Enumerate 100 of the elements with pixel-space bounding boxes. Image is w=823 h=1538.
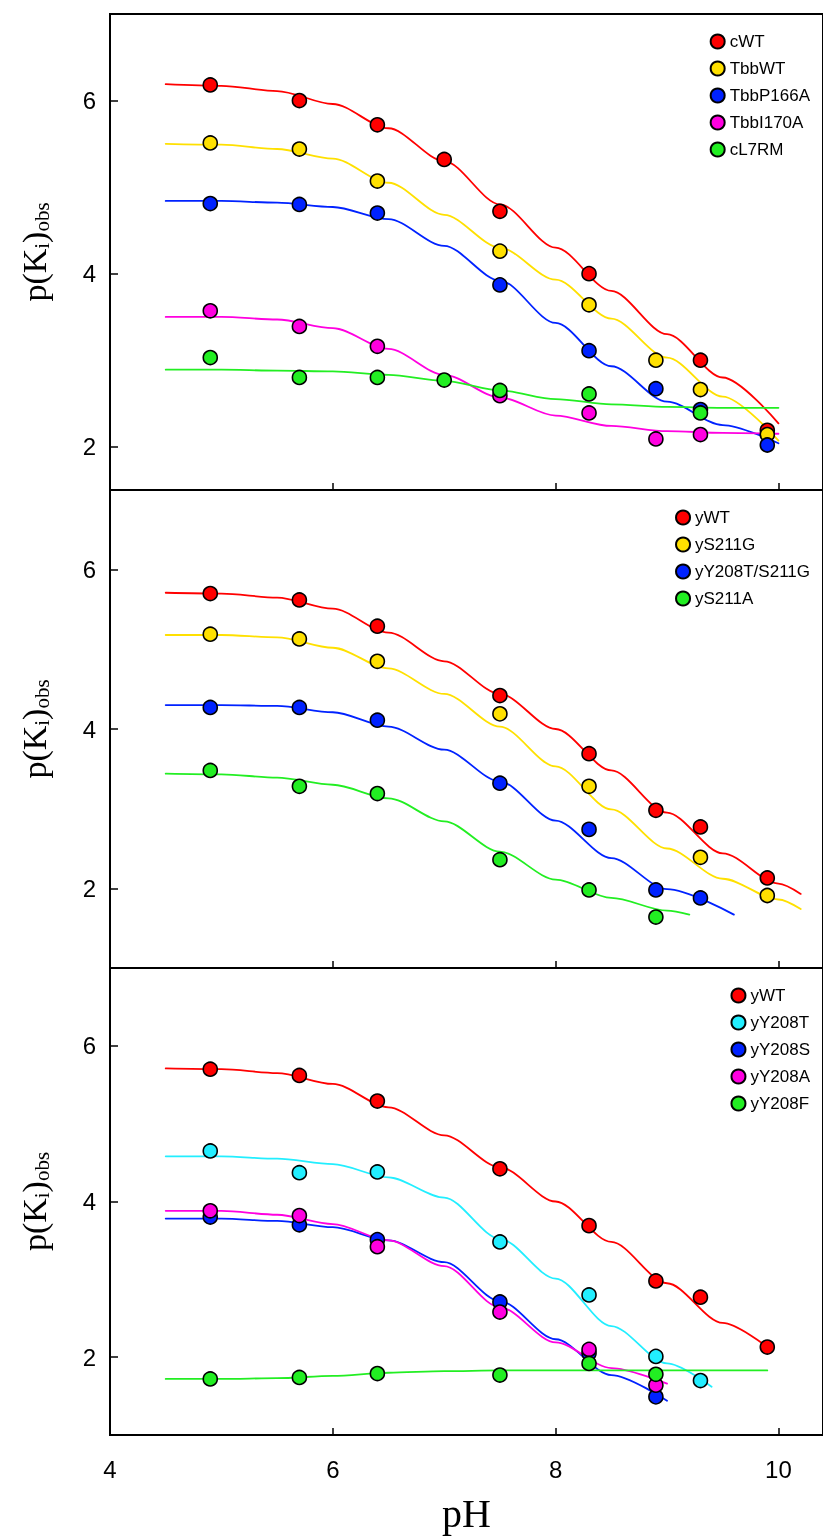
point	[202, 699, 219, 716]
point	[581, 821, 597, 838]
y-tick-label: 4	[82, 260, 96, 288]
legend-label: yY208S	[750, 1040, 811, 1059]
point	[581, 386, 597, 402]
legend-label: yWT	[750, 986, 786, 1005]
point	[369, 785, 386, 802]
point	[202, 626, 219, 642]
point	[291, 92, 308, 109]
point	[369, 173, 386, 189]
y-axis-title: p(Ki)obs	[16, 679, 54, 779]
point	[648, 1348, 664, 1365]
point	[291, 1164, 308, 1181]
point	[581, 778, 597, 795]
point	[492, 1161, 508, 1177]
point	[291, 1369, 308, 1386]
point	[291, 196, 308, 213]
point	[369, 116, 386, 133]
point	[648, 431, 664, 447]
point	[291, 699, 308, 716]
point	[492, 1304, 508, 1320]
point	[648, 909, 664, 925]
point	[492, 687, 508, 704]
point	[436, 372, 453, 388]
point	[202, 135, 219, 151]
point	[202, 585, 219, 602]
point	[369, 1093, 386, 1109]
point	[369, 1365, 386, 1382]
point	[648, 882, 664, 898]
y-tick-label: 6	[82, 556, 96, 584]
y-tick-label: 4	[82, 715, 96, 743]
point	[291, 592, 308, 608]
legend-label: yY208A	[750, 1067, 811, 1086]
legend-label: yWT	[695, 508, 730, 527]
point	[369, 369, 386, 386]
point	[369, 338, 386, 355]
point	[202, 349, 219, 366]
legend-label: cL7RM	[729, 140, 784, 159]
point	[492, 277, 508, 293]
point	[202, 195, 219, 212]
x-tick-label: 10	[765, 1455, 792, 1483]
point	[492, 1367, 508, 1383]
y-tick-label: 6	[82, 87, 96, 115]
point	[492, 382, 508, 399]
point	[291, 141, 308, 157]
point	[202, 1203, 219, 1219]
point	[581, 1355, 597, 1372]
point	[759, 1339, 776, 1355]
point	[759, 870, 776, 886]
point	[692, 890, 709, 906]
point	[581, 1287, 597, 1303]
point	[291, 778, 308, 795]
point	[369, 205, 386, 221]
y-tick-label: 2	[82, 433, 96, 461]
point	[648, 1273, 664, 1289]
point	[692, 381, 709, 398]
point	[581, 745, 597, 762]
point	[202, 1061, 219, 1077]
point	[369, 1238, 386, 1255]
point	[436, 151, 453, 168]
point	[581, 265, 597, 282]
point	[692, 1289, 709, 1306]
point	[369, 653, 386, 670]
point	[648, 1366, 664, 1383]
point	[648, 802, 664, 819]
legend-label: yY208F	[750, 1094, 810, 1113]
point	[291, 1207, 308, 1224]
point	[492, 851, 508, 868]
point	[759, 437, 776, 453]
point	[692, 819, 709, 835]
point	[692, 426, 709, 443]
y-tick-label: 2	[82, 1343, 96, 1371]
point	[291, 1067, 308, 1084]
y-axis-title: p(Ki)obs	[16, 202, 54, 302]
y-tick-label: 6	[82, 1032, 96, 1060]
y-tick-label: 2	[82, 874, 96, 902]
x-tick-label: 8	[548, 1455, 563, 1483]
point	[291, 369, 308, 386]
point	[648, 352, 664, 368]
point	[202, 303, 219, 319]
point	[202, 77, 219, 93]
point	[581, 297, 597, 313]
point	[581, 1217, 597, 1234]
point	[492, 243, 508, 259]
legend-label: TbbWT	[729, 59, 786, 78]
point	[759, 887, 776, 904]
line-series	[164, 704, 735, 916]
point	[291, 318, 308, 335]
legend-label: yS211G	[695, 535, 756, 554]
point	[291, 631, 308, 647]
legend-label: cWT	[729, 32, 765, 51]
point	[648, 380, 664, 397]
point	[369, 1164, 386, 1180]
point	[581, 1341, 597, 1358]
y-axis-title: p(Ki)obs	[16, 1151, 54, 1252]
x-tick-label: 4	[103, 1455, 117, 1483]
point	[581, 882, 597, 898]
x-axis-title: pH	[442, 1490, 491, 1536]
point	[692, 352, 709, 368]
y-tick-label: 4	[82, 1188, 96, 1215]
